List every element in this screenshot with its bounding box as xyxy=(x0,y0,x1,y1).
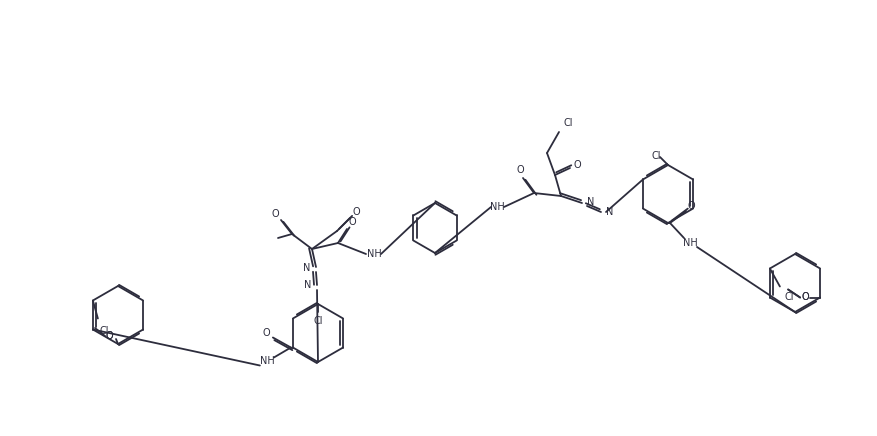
Text: N: N xyxy=(587,197,595,207)
Text: N: N xyxy=(303,263,310,273)
Text: O: O xyxy=(105,331,113,341)
Text: NH: NH xyxy=(489,202,504,212)
Text: NH: NH xyxy=(260,357,275,367)
Text: O: O xyxy=(271,209,279,219)
Text: O: O xyxy=(105,331,113,341)
Text: O: O xyxy=(802,293,809,303)
Text: O: O xyxy=(353,207,360,217)
Text: O: O xyxy=(348,217,356,227)
Text: O: O xyxy=(517,165,524,175)
Text: Cl: Cl xyxy=(100,326,110,335)
Text: O: O xyxy=(574,160,581,170)
Text: Cl: Cl xyxy=(652,151,660,161)
Text: Cl: Cl xyxy=(563,118,573,128)
Text: O: O xyxy=(802,293,809,303)
Text: NH: NH xyxy=(367,249,381,259)
Text: O: O xyxy=(262,328,270,338)
Text: NH: NH xyxy=(682,238,697,248)
Text: N: N xyxy=(606,207,613,217)
Text: N: N xyxy=(303,280,311,290)
Text: Cl: Cl xyxy=(785,292,795,302)
Text: O: O xyxy=(688,201,695,211)
Text: Cl: Cl xyxy=(313,316,323,326)
